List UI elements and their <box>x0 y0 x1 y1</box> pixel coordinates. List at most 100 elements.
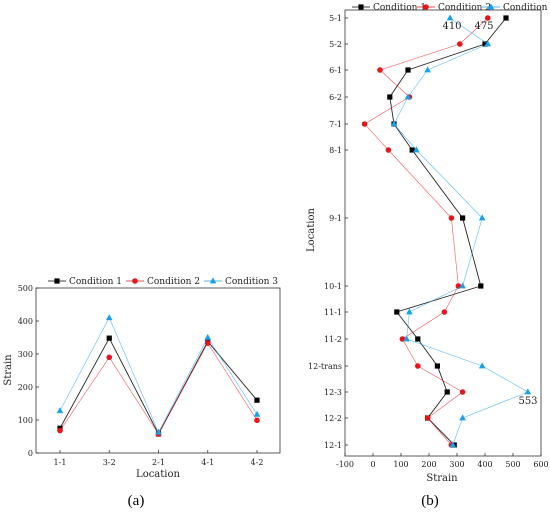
data-point <box>478 214 486 221</box>
series-line <box>364 17 489 446</box>
y-tick-label: 500 <box>18 284 33 293</box>
y-tick-label: 400 <box>18 317 33 326</box>
data-point <box>459 414 466 421</box>
series-condition-3 <box>390 14 532 448</box>
data-point <box>385 147 392 153</box>
data-point <box>424 415 431 421</box>
data-point <box>204 340 211 346</box>
x-tick-label: 300 <box>449 460 464 469</box>
data-point <box>106 335 112 341</box>
y-tick-label: 6-2 <box>329 93 342 102</box>
y-tick-label: 100 <box>18 416 33 425</box>
panel-b-legend: Condition 1 Condition 2 Condition 3 <box>352 3 550 13</box>
legend-marker <box>358 4 364 10</box>
data-point <box>57 427 63 434</box>
panel-a-plot-frame <box>35 287 281 454</box>
x-tick-label: 600 <box>533 460 548 469</box>
y-tick-label: 12-1 <box>324 441 342 450</box>
x-tick-label: 400 <box>477 460 492 469</box>
legend-label: Condition 1 <box>69 277 122 287</box>
x-tick-label: -100 <box>336 460 354 469</box>
data-point <box>503 15 509 21</box>
legend-label: Condition 2 <box>438 3 491 13</box>
data-point <box>424 66 431 73</box>
data-point <box>406 308 413 315</box>
data-point <box>449 441 457 448</box>
data-point <box>399 336 406 342</box>
data-point <box>444 389 450 395</box>
series-condition-2 <box>361 15 491 448</box>
data-point <box>409 147 415 153</box>
data-point <box>478 283 484 289</box>
legend-marker <box>132 278 138 284</box>
data-point <box>415 336 421 342</box>
legend-marker <box>423 4 429 10</box>
data-point <box>459 389 466 395</box>
data-point <box>524 388 532 395</box>
data-point <box>415 363 421 369</box>
y-tick-label: 12-trans <box>308 362 342 371</box>
y-tick-label: 300 <box>18 350 33 359</box>
series-condition-3 <box>56 314 261 435</box>
x-tick-label: 4-2 <box>251 458 264 467</box>
data-point <box>254 397 260 403</box>
data-point <box>56 407 64 414</box>
data-point <box>460 215 466 221</box>
panel-a-legend: Condition 1 Condition 2 Condition 3 <box>48 277 278 287</box>
legend-marker <box>54 278 60 284</box>
series-condition-1 <box>57 335 260 437</box>
legend-marker <box>487 3 495 10</box>
annotation-label: 475 <box>474 21 493 32</box>
y-tick-label: 5-2 <box>329 40 342 49</box>
data-point <box>434 363 440 369</box>
y-tick-label: 11-1 <box>324 308 342 317</box>
x-tick-label: 500 <box>505 460 520 469</box>
data-point <box>448 215 455 221</box>
panel-b-plot-frame <box>344 9 542 457</box>
series-line <box>393 17 529 446</box>
data-point <box>106 354 113 361</box>
y-tick-label: 0 <box>28 449 33 458</box>
data-point <box>485 15 491 21</box>
panel-a-label: (a) <box>128 493 145 509</box>
data-point <box>405 67 411 73</box>
legend-label: Condition 2 <box>147 277 200 287</box>
y-tick-label: 200 <box>18 383 33 392</box>
y-tick-label: 9-1 <box>329 214 342 223</box>
y-tick-label: 11-2 <box>324 335 342 344</box>
data-point <box>387 94 393 100</box>
y-tick-label: 10-1 <box>324 282 342 291</box>
x-tick-label: 100 <box>393 460 408 469</box>
data-point <box>394 309 400 315</box>
x-tick-label: 200 <box>421 460 436 469</box>
data-point <box>254 417 260 424</box>
y-tick-label: 12-3 <box>324 388 342 397</box>
data-point <box>457 41 463 47</box>
x-tick-label: 4-1 <box>201 458 214 467</box>
series-condition-1 <box>387 15 509 448</box>
panel-b-annotations: 410 475 553 <box>442 21 537 407</box>
data-point <box>478 362 486 369</box>
data-point <box>361 121 368 127</box>
y-tick-label: 12-2 <box>324 414 342 423</box>
data-point <box>377 67 383 73</box>
x-tick-label: 1-1 <box>54 458 67 467</box>
data-point <box>413 146 420 153</box>
data-point <box>403 335 410 342</box>
y-tick-label: 5-1 <box>329 14 342 23</box>
legend-marker <box>209 277 217 284</box>
x-tick-label: 2-1 <box>152 458 165 467</box>
legend-label: Condition 3 <box>225 277 278 287</box>
data-point <box>155 428 162 435</box>
legend-label: Condition 1 <box>373 3 426 13</box>
series-line <box>59 337 258 435</box>
panel-b-x-axis-title: Strain <box>426 473 458 484</box>
x-tick-label: 3-2 <box>103 458 116 467</box>
data-point <box>390 120 398 127</box>
annotation-label: 410 <box>442 21 461 32</box>
annotation-label: 553 <box>518 396 537 407</box>
panel-a-y-axis-title: Strain <box>3 354 14 386</box>
data-point <box>484 40 492 47</box>
y-tick-label: 6-1 <box>329 66 342 75</box>
